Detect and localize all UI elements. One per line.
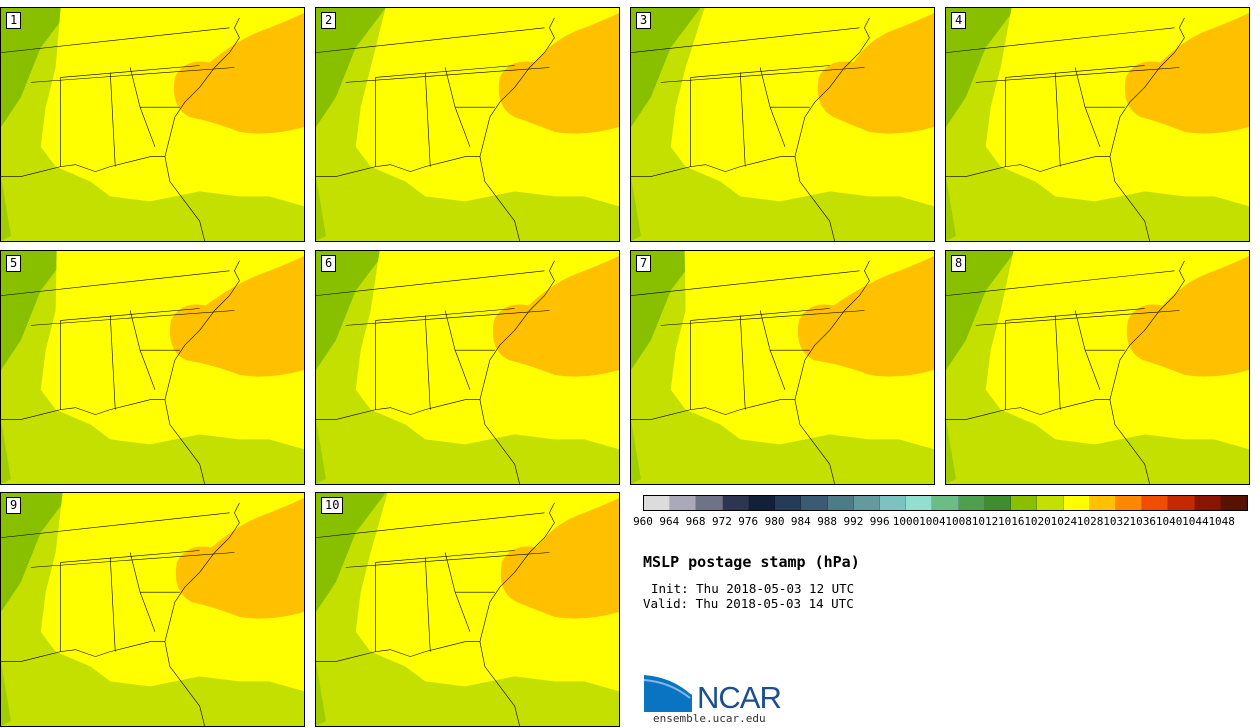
colorbar-tick-label: 968 [685, 515, 706, 528]
map [1, 493, 304, 726]
colorbar-tick-labels: 960 964 968 972 976 980 984 988 992 996 1000 1004 10… [633, 515, 1253, 529]
colorbar-tick-label: 1048 [1208, 515, 1235, 528]
panel-number: 2 [321, 12, 337, 29]
colorbar-swatch [1115, 496, 1143, 510]
colorbar-swatch [958, 496, 985, 510]
colorbar-swatch [853, 496, 880, 510]
colorbar-tick-label: 1044 [1182, 515, 1209, 528]
map-panel-2: 2 [315, 7, 620, 242]
valid-time: Valid: Thu 2018-05-03 14 UTC [643, 596, 854, 611]
colorbar-tick-label: 988 [817, 515, 838, 528]
colorbar-swatch [1089, 496, 1116, 510]
colorbar-swatch [827, 496, 854, 510]
colorbar-tick-label: 1012 [971, 515, 999, 528]
map-panel-7: 7 [630, 250, 935, 485]
panel-number: 1 [6, 12, 22, 29]
colorbar-swatch [1220, 496, 1248, 510]
colorbar-swatch [932, 496, 959, 510]
panel-number: 10 [321, 497, 344, 514]
colorbar-swatch [1063, 496, 1090, 510]
colorbar-tick-label: 1016 [998, 515, 1025, 528]
panel-number: 7 [636, 255, 652, 272]
colorbar-swatches [643, 495, 1248, 511]
map [946, 251, 1249, 484]
colorbar-tick-label: 1020 [1024, 515, 1051, 528]
colorbar-tick-label: 972 [711, 515, 732, 528]
colorbar-swatch [775, 496, 802, 510]
ncar-logo-icon [643, 673, 693, 712]
colorbar-tick-label: 980 [764, 515, 785, 528]
panel-number: 5 [6, 255, 22, 272]
map-panel-5: 5 [0, 250, 305, 485]
map [316, 8, 619, 241]
colorbar-tick-label: 1040 [1155, 515, 1183, 528]
map-panel-4: 4 [945, 7, 1250, 242]
map-panel-10: 10 [315, 492, 620, 727]
colorbar-swatch [1037, 496, 1064, 510]
colorbar-tick-label: 1024 [1050, 515, 1078, 528]
colorbar-swatch [748, 496, 776, 510]
map [1, 8, 304, 241]
panel-number: 8 [951, 255, 967, 272]
panel-number: 3 [636, 12, 652, 29]
colorbar-swatch [879, 496, 907, 510]
map-panel-8: 8 [945, 250, 1250, 485]
colorbar-swatch [670, 496, 697, 510]
colorbar-tick-label: 1028 [1076, 515, 1104, 528]
colorbar-swatch [1194, 496, 1221, 510]
colorbar-swatch [696, 496, 723, 510]
init-time: Init: Thu 2018-05-03 12 UTC [651, 581, 855, 596]
map [316, 251, 619, 484]
map-panel-3: 3 [630, 7, 935, 242]
colorbar-tick-label: 964 [659, 515, 680, 528]
colorbar-tick-label: 984 [790, 515, 811, 528]
colorbar-swatch [722, 496, 749, 510]
panel-number: 6 [321, 255, 337, 272]
panel-number: 9 [6, 497, 22, 514]
map-panel-1: 1 [0, 7, 305, 242]
map [946, 8, 1249, 241]
colorbar-tick-label: 1036 [1129, 515, 1157, 528]
map [631, 251, 934, 484]
colorbar-tick-label: 1032 [1103, 515, 1130, 528]
ncar-logo-text: NCAR [697, 680, 782, 715]
map [316, 493, 619, 726]
chart-title: MSLP postage stamp (hPa) [643, 553, 860, 571]
colorbar: 960 964 968 972 976 980 984 988 992 996 1000 1004 10… [633, 495, 1253, 529]
colorbar-tick-label: 960 [633, 515, 653, 528]
colorbar-tick-label: 1004 [919, 515, 946, 528]
colorbar-swatch [1011, 496, 1038, 510]
colorbar-swatch [1168, 496, 1195, 510]
logo-url: ensemble.ucar.edu [653, 712, 766, 725]
map-panel-9: 9 [0, 492, 305, 727]
map [631, 8, 934, 241]
colorbar-tick-label: 1008 [945, 515, 972, 528]
colorbar-swatch [984, 496, 1012, 510]
colorbar-swatch [644, 496, 671, 510]
colorbar-swatch [1142, 496, 1169, 510]
panel-number: 4 [951, 12, 967, 29]
colorbar-tick-label: 996 [869, 515, 890, 528]
colorbar-tick-label: 976 [738, 515, 759, 528]
colorbar-swatch [801, 496, 828, 510]
map [1, 251, 304, 484]
map-panel-6: 6 [315, 250, 620, 485]
colorbar-tick-label: 1000 [892, 515, 920, 528]
colorbar-swatch [906, 496, 933, 510]
colorbar-tick-label: 992 [843, 515, 864, 528]
